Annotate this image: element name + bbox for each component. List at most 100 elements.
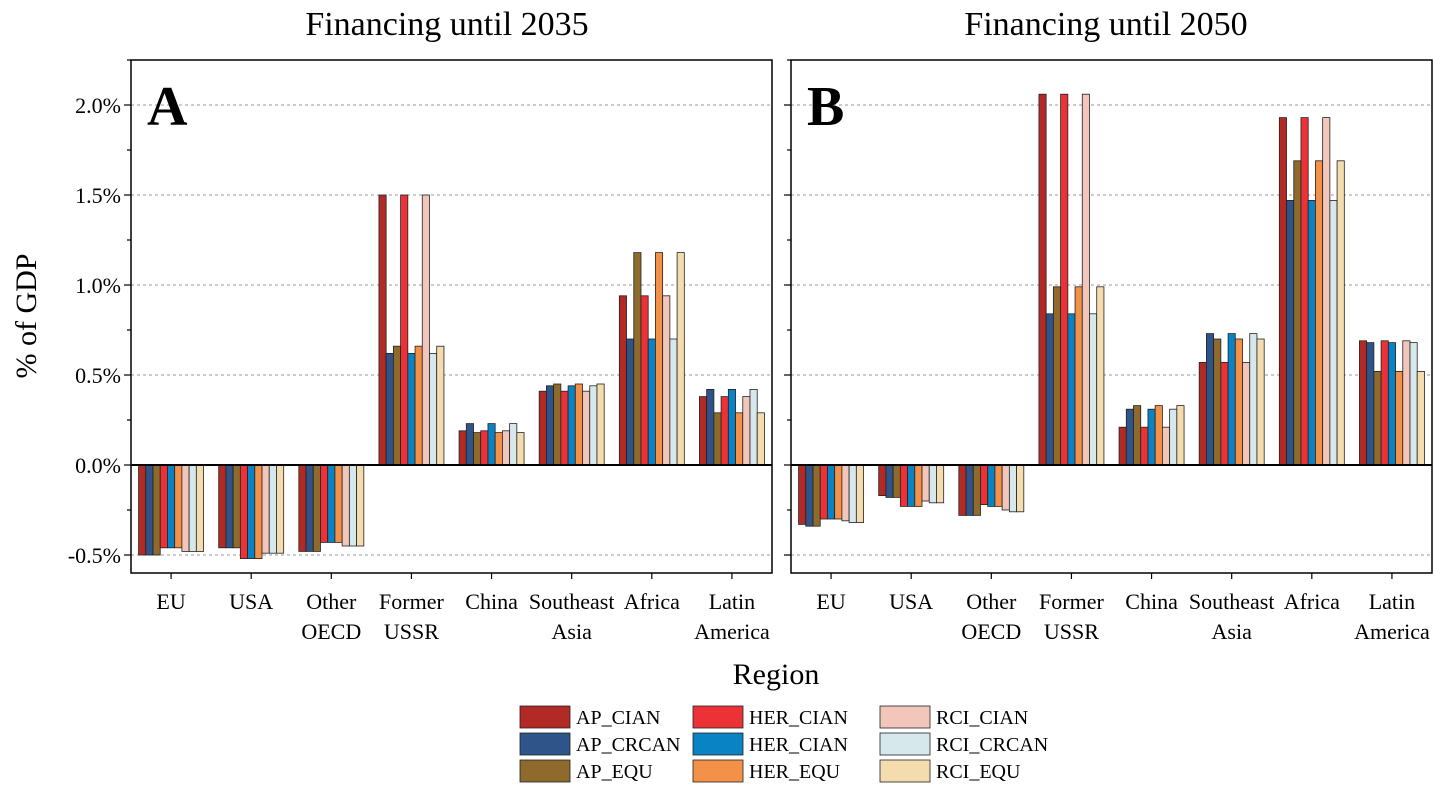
legend-item: RCI_EQU [879,759,1021,783]
legend-swatch [519,732,571,756]
bar-her_cian [407,352,416,466]
bar-her_equ [834,464,843,520]
bar-rci_cian [841,464,850,522]
x-tick-label: Former [379,589,444,614]
legend-swatch [692,732,744,756]
legend-item: HER_CIAN [692,732,848,756]
bar-her_cian [1147,408,1156,466]
bar-her_cian [819,464,828,520]
bar-ap_cian [1198,361,1207,466]
bar-her_cian [899,464,908,507]
legend-item: AP_CIAN [519,705,660,729]
bar-her_equ [994,464,1003,507]
bar-her_cian [1380,340,1389,466]
bar-her_equ [414,345,423,466]
bar-her_equ [1395,370,1404,466]
bar-her_cian [1307,199,1316,466]
y-tick-label: 0.0% [75,453,121,478]
bar-her_cian [1060,93,1069,466]
bar-ap_crcan [885,464,894,498]
bar-her_cian [827,464,836,520]
bar-her_cian [239,464,248,559]
bar-her_cian [727,388,736,466]
legend-swatch [879,705,931,729]
bar-ap_cian [458,430,467,466]
bar-ap_cian [138,464,147,556]
legend-swatch [519,759,571,783]
bar-her_equ [655,252,664,466]
bar-ap_crcan [385,352,394,466]
bar-rci_cian [1001,464,1010,511]
bar-rci_crcan [848,464,857,523]
bar-rci_equ [1256,338,1265,466]
bar-her_cian [159,464,168,549]
y-tick-label: 1.0% [75,273,121,298]
x-tick-label: Other [306,589,357,614]
legend-item: AP_CRCAN [519,732,680,756]
bar-rci_crcan [1089,313,1098,466]
y-tick-label: 1.5% [75,183,121,208]
bar-ap_equ [713,412,722,466]
bar-ap_equ [152,464,161,556]
x-tick-label: America [1354,619,1430,644]
bar-ap_cian [878,464,887,497]
bar-rci_cian [501,430,511,466]
legend-label: RCI_EQU [936,761,1021,783]
panel-a-title: Financing until 2035 [305,6,588,43]
y-tick-label: 2.0% [75,93,121,118]
bar-ap_crcan [1125,408,1134,466]
x-axis-label: Region [733,658,820,691]
bar-rci_cian [181,464,190,552]
bar-rci_equ [1416,370,1425,466]
bar-her_equ [914,464,923,507]
bar-her_cian [320,464,329,543]
bar-her_cian [640,295,649,466]
x-tick-label: Latin [709,589,755,614]
y-axis-label: % of GDP [10,254,43,379]
bar-ap_cian [618,295,627,466]
x-tick-label: Former [1039,589,1104,614]
x-tick-label: China [465,589,518,614]
bar-rci_cian [341,464,350,547]
bar-her_cian [907,464,916,507]
x-tick-label: USSR [384,619,439,644]
bar-ap_equ [892,464,901,498]
bar-rci_crcan [188,464,197,552]
bar-ap_equ [1213,338,1222,466]
x-tick-label: EU [816,589,845,614]
bar-ap_crcan [1286,199,1295,466]
x-tick-label: Latin [1369,589,1415,614]
bar-rci_equ [596,383,605,466]
bar-ap_equ [312,464,321,552]
y-tick-label: 0.5% [75,363,121,388]
bar-her_equ [494,432,503,466]
bar-ap_cian [958,464,967,516]
plot-frame [130,59,773,574]
bar-rci_crcan [669,338,678,466]
legend-item: AP_EQU [519,759,653,783]
bar-her_equ [1154,405,1163,466]
bar-ap_cian [1278,117,1287,466]
x-tick-label: Southeast [529,589,615,614]
bar-ap_cian [798,464,807,525]
bar-rci_equ [195,464,204,552]
x-tick-label: OECD [301,619,361,644]
bar-her_cian [1220,361,1229,466]
bar-rci_crcan [1329,199,1338,466]
bar-rci_equ [936,464,945,504]
bar-rci_crcan [1008,464,1017,513]
bar-rci_cian [921,464,930,502]
x-tick-label: EU [156,589,185,614]
legend-swatch [692,705,744,729]
bar-rci_equ [1176,405,1185,466]
bar-her_cian [1300,117,1309,466]
bar-her_cian [720,396,729,466]
bar-her_cian [1227,333,1236,466]
bar-ap_cian [378,194,387,466]
bar-rci_crcan [1409,342,1418,466]
legend-swatch [879,732,931,756]
bar-ap_crcan [546,385,555,466]
legend-swatch [692,759,744,783]
bar-her_cian [167,464,176,549]
bar-ap_cian [1118,426,1127,466]
